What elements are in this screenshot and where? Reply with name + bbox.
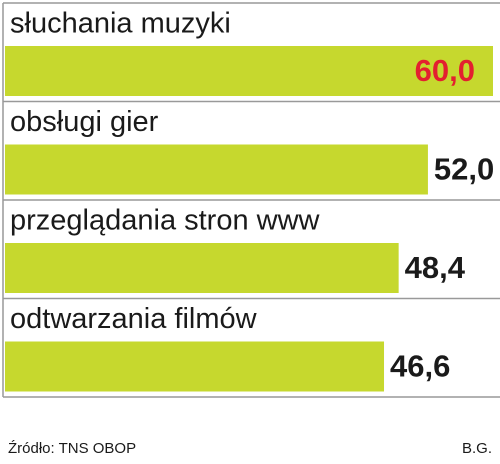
bar	[5, 144, 428, 195]
value-label: 46,6	[390, 349, 450, 384]
bar	[5, 243, 399, 293]
category-label: obsługi gier	[10, 106, 159, 138]
value-label: 48,4	[405, 250, 466, 285]
category-label: słuchania muzyki	[10, 8, 231, 40]
source: Źródło: TNS OBOP	[8, 440, 136, 457]
bar	[5, 46, 493, 96]
value-label: 60,0	[415, 53, 475, 88]
category-label: odtwarzania filmów	[10, 303, 258, 335]
value-label: 52,0	[434, 152, 494, 187]
author: B.G.	[462, 440, 492, 457]
bar	[5, 341, 385, 392]
category-label: przeglądania stron www	[10, 205, 321, 237]
